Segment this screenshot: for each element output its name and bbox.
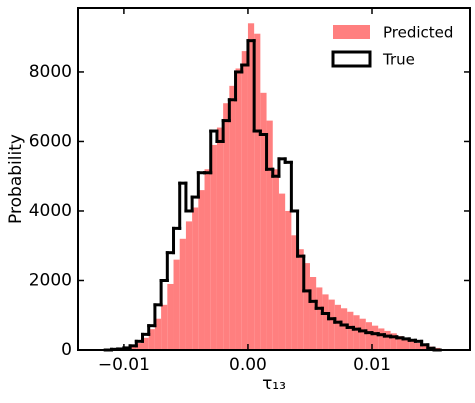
bar (266, 120, 273, 350)
y-tick-label: 2000 (29, 270, 72, 290)
legend-swatch (331, 50, 372, 68)
x-tick-label: 0.00 (229, 355, 267, 375)
x-tick-label: 0.01 (353, 355, 391, 375)
y-tick-label: 6000 (29, 131, 72, 151)
bar (415, 343, 422, 350)
bar (192, 207, 199, 350)
bar (421, 344, 428, 350)
bar (384, 330, 391, 350)
bar (173, 259, 180, 350)
y-axis-label: Probability (6, 134, 26, 224)
bar (235, 68, 242, 350)
bar (148, 329, 155, 350)
bar (297, 249, 304, 350)
bar (247, 23, 255, 350)
bar (372, 325, 379, 350)
bar (136, 343, 143, 350)
bar (396, 336, 404, 350)
bar (409, 340, 416, 350)
bar (229, 85, 236, 350)
y-tick-label: 0 (61, 340, 72, 360)
y-tick-label: 8000 (29, 62, 72, 82)
bar (340, 308, 348, 350)
bar (272, 169, 279, 350)
bar (204, 169, 211, 350)
bar (241, 51, 248, 350)
bar (316, 287, 323, 350)
bar (130, 346, 137, 350)
bar (167, 283, 174, 350)
bar (198, 190, 205, 350)
plot-frame (77, 7, 471, 351)
bar (278, 193, 286, 350)
bar (309, 277, 317, 350)
bar (285, 210, 292, 350)
legend-label: Predicted (383, 24, 453, 42)
bar (254, 33, 261, 350)
bar (365, 322, 372, 350)
bar (142, 337, 149, 350)
legend-label: True (382, 51, 415, 69)
x-axis-label: τ₁₃ (262, 374, 286, 394)
bar (390, 333, 397, 350)
bar (210, 144, 217, 350)
bar (216, 127, 224, 350)
bar (291, 235, 298, 350)
y-tick-label: 4000 (29, 201, 72, 221)
bar (328, 299, 335, 350)
x-tick-label: −0.01 (98, 355, 150, 375)
bar (185, 221, 193, 350)
bar (223, 103, 230, 350)
bar (334, 304, 341, 350)
legend-swatch (333, 25, 370, 39)
bar (347, 311, 354, 350)
bar (154, 318, 162, 350)
bar (378, 328, 385, 350)
bar (403, 338, 410, 350)
bar (322, 294, 329, 350)
bar (260, 92, 267, 351)
bar (303, 263, 310, 350)
bar (179, 238, 186, 350)
bar (161, 304, 168, 350)
bar (359, 318, 366, 350)
bar (353, 315, 360, 350)
